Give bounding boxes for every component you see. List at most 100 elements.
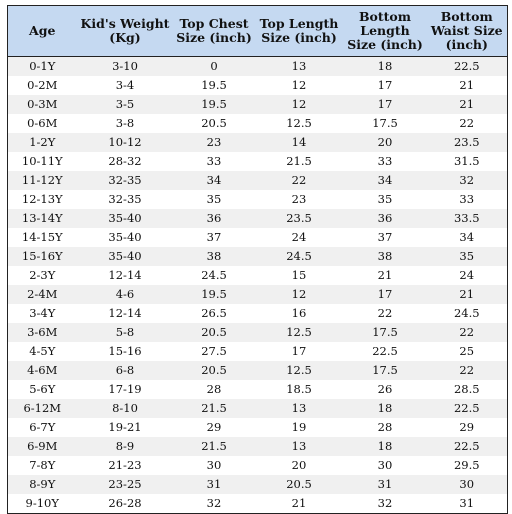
cell-top-length: 13 bbox=[254, 56, 344, 76]
cell-age: 4-5Y bbox=[7, 342, 77, 361]
cell-bottom-length: 17.5 bbox=[343, 114, 427, 133]
cell-age: 10-11Y bbox=[7, 152, 77, 171]
cell-bottom-waist: 33.5 bbox=[426, 209, 508, 228]
cell-weight: 28-32 bbox=[76, 152, 174, 171]
cell-bottom-waist: 33 bbox=[426, 190, 508, 209]
cell-weight: 32-35 bbox=[76, 171, 174, 190]
table-row: 6-9M 8-9 21.5 13 18 22.5 bbox=[7, 437, 508, 456]
cell-weight: 4-6 bbox=[76, 285, 174, 304]
table-row: 9-10Y 26-28 32 21 32 31 bbox=[7, 494, 508, 514]
table-row: 15-16Y 35-40 38 24.5 38 35 bbox=[7, 247, 508, 266]
cell-top-length: 12 bbox=[254, 95, 344, 114]
cell-weight: 3-5 bbox=[76, 95, 174, 114]
cell-top-length: 21 bbox=[254, 494, 344, 514]
cell-top-chest: 20.5 bbox=[173, 361, 255, 380]
cell-top-chest: 28 bbox=[173, 380, 255, 399]
table-row: 4-5Y 15-16 27.5 17 22.5 25 bbox=[7, 342, 508, 361]
cell-bottom-length: 35 bbox=[343, 190, 427, 209]
cell-top-chest: 38 bbox=[173, 247, 255, 266]
cell-weight: 12-14 bbox=[76, 266, 174, 285]
table-row: 0-1Y 3-10 0 13 18 22.5 bbox=[7, 56, 508, 76]
cell-age: 3-4Y bbox=[7, 304, 77, 323]
cell-top-length: 22 bbox=[254, 171, 344, 190]
cell-age: 0-6M bbox=[7, 114, 77, 133]
cell-bottom-waist: 22.5 bbox=[426, 437, 508, 456]
cell-weight: 12-14 bbox=[76, 304, 174, 323]
cell-bottom-length: 32 bbox=[343, 494, 427, 514]
cell-top-length: 12 bbox=[254, 285, 344, 304]
cell-bottom-length: 37 bbox=[343, 228, 427, 247]
cell-top-chest: 26.5 bbox=[173, 304, 255, 323]
cell-weight: 6-8 bbox=[76, 361, 174, 380]
header-age: Age bbox=[7, 5, 77, 57]
table-row: 11-12Y 32-35 34 22 34 32 bbox=[7, 171, 508, 190]
cell-bottom-waist: 29 bbox=[426, 418, 508, 437]
cell-top-chest: 27.5 bbox=[173, 342, 255, 361]
table-row: 12-13Y 32-35 35 23 35 33 bbox=[7, 190, 508, 209]
cell-top-length: 23.5 bbox=[254, 209, 344, 228]
cell-weight: 10-12 bbox=[76, 133, 174, 152]
cell-bottom-waist: 34 bbox=[426, 228, 508, 247]
cell-bottom-length: 17 bbox=[343, 285, 427, 304]
cell-bottom-waist: 31 bbox=[426, 494, 508, 514]
cell-age: 0-1Y bbox=[7, 56, 77, 76]
table-row: 2-4M 4-6 19.5 12 17 21 bbox=[7, 285, 508, 304]
cell-bottom-waist: 22 bbox=[426, 361, 508, 380]
cell-top-chest: 35 bbox=[173, 190, 255, 209]
cell-weight: 35-40 bbox=[76, 228, 174, 247]
size-table: Age Kid's Weight (Kg) Top Chest Size (in… bbox=[7, 5, 508, 514]
cell-bottom-length: 36 bbox=[343, 209, 427, 228]
cell-top-chest: 23 bbox=[173, 133, 255, 152]
cell-top-chest: 29 bbox=[173, 418, 255, 437]
cell-age: 6-7Y bbox=[7, 418, 77, 437]
cell-top-length: 20 bbox=[254, 456, 344, 475]
cell-age: 8-9Y bbox=[7, 475, 77, 494]
cell-age: 4-6M bbox=[7, 361, 77, 380]
cell-bottom-waist: 31.5 bbox=[426, 152, 508, 171]
header-row: Age Kid's Weight (Kg) Top Chest Size (in… bbox=[7, 5, 508, 57]
cell-weight: 35-40 bbox=[76, 209, 174, 228]
cell-top-chest: 21.5 bbox=[173, 399, 255, 418]
cell-bottom-waist: 21 bbox=[426, 285, 508, 304]
cell-top-length: 24 bbox=[254, 228, 344, 247]
table-body: 0-1Y 3-10 0 13 18 22.5 0-2M 3-4 19.5 12 17 21 0-3M 3-… bbox=[7, 56, 508, 514]
cell-bottom-waist: 35 bbox=[426, 247, 508, 266]
cell-bottom-length: 28 bbox=[343, 418, 427, 437]
header-bottom-length: Bottom Length Size (inch) bbox=[343, 5, 427, 57]
cell-bottom-length: 22.5 bbox=[343, 342, 427, 361]
cell-bottom-length: 20 bbox=[343, 133, 427, 152]
cell-bottom-waist: 21 bbox=[426, 95, 508, 114]
cell-age: 11-12Y bbox=[7, 171, 77, 190]
cell-weight: 8-9 bbox=[76, 437, 174, 456]
cell-top-length: 18.5 bbox=[254, 380, 344, 399]
table-row: 3-6M 5-8 20.5 12.5 17.5 22 bbox=[7, 323, 508, 342]
table-row: 3-4Y 12-14 26.5 16 22 24.5 bbox=[7, 304, 508, 323]
cell-bottom-length: 17.5 bbox=[343, 361, 427, 380]
cell-weight: 23-25 bbox=[76, 475, 174, 494]
cell-weight: 8-10 bbox=[76, 399, 174, 418]
cell-weight: 19-21 bbox=[76, 418, 174, 437]
cell-age: 3-6M bbox=[7, 323, 77, 342]
cell-age: 6-12M bbox=[7, 399, 77, 418]
cell-top-chest: 0 bbox=[173, 56, 255, 76]
cell-age: 0-3M bbox=[7, 95, 77, 114]
cell-bottom-length: 34 bbox=[343, 171, 427, 190]
cell-bottom-waist: 24 bbox=[426, 266, 508, 285]
cell-top-length: 13 bbox=[254, 399, 344, 418]
cell-age: 15-16Y bbox=[7, 247, 77, 266]
table-row: 14-15Y 35-40 37 24 37 34 bbox=[7, 228, 508, 247]
cell-weight: 35-40 bbox=[76, 247, 174, 266]
cell-age: 5-6Y bbox=[7, 380, 77, 399]
table-row: 7-8Y 21-23 30 20 30 29.5 bbox=[7, 456, 508, 475]
cell-bottom-waist: 29.5 bbox=[426, 456, 508, 475]
cell-age: 6-9M bbox=[7, 437, 77, 456]
cell-age: 0-2M bbox=[7, 76, 77, 95]
cell-top-length: 16 bbox=[254, 304, 344, 323]
cell-bottom-length: 33 bbox=[343, 152, 427, 171]
table-row: 5-6Y 17-19 28 18.5 26 28.5 bbox=[7, 380, 508, 399]
cell-top-length: 20.5 bbox=[254, 475, 344, 494]
cell-bottom-waist: 32 bbox=[426, 171, 508, 190]
cell-bottom-waist: 28.5 bbox=[426, 380, 508, 399]
cell-weight: 3-4 bbox=[76, 76, 174, 95]
cell-top-length: 15 bbox=[254, 266, 344, 285]
